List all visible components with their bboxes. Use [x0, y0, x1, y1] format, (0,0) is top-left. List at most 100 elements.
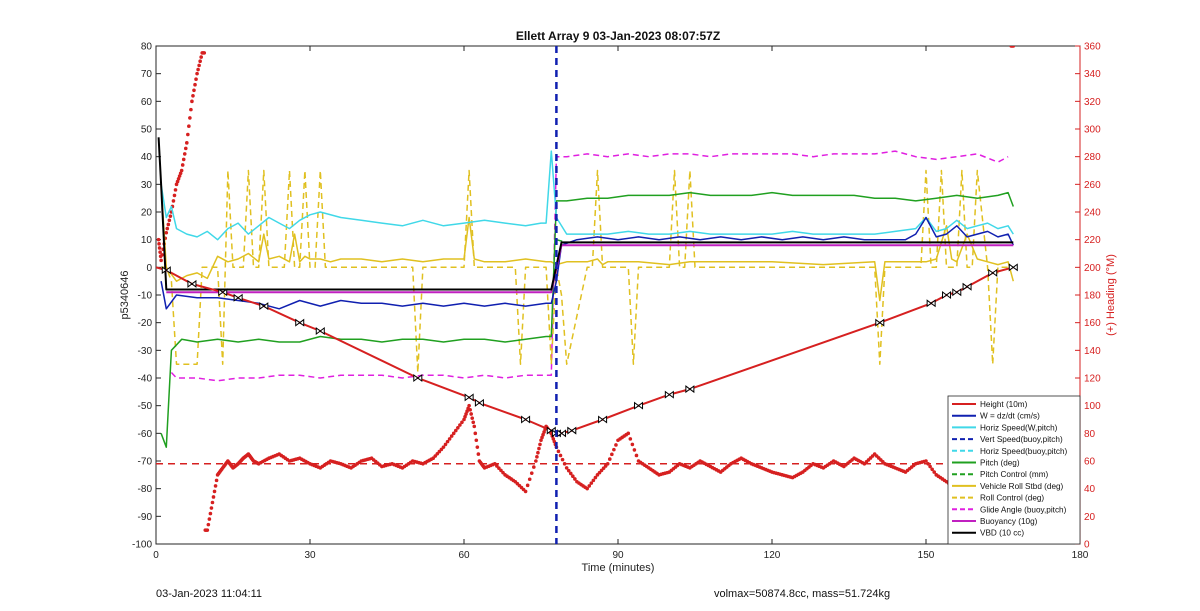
heading-point [471, 420, 476, 425]
height-10m-marker [413, 374, 423, 382]
height-10m-marker [942, 291, 952, 299]
heading-point [610, 452, 614, 457]
heading-point [443, 442, 448, 447]
heading-point [593, 475, 598, 480]
y-tick-label: 60 [141, 97, 153, 108]
height-10m-marker [295, 318, 305, 327]
legend: Height (10m) W = dz/dt (cm/s) Horiz Speed(… [947, 395, 1081, 545]
heading-point [630, 442, 635, 447]
heading-point [470, 416, 475, 420]
heading-point [166, 222, 171, 227]
heading-point [178, 171, 183, 176]
heading-point [193, 82, 197, 87]
heading-point [172, 193, 177, 198]
y2-tick-label: 160 [1084, 318, 1101, 329]
height-10m-marker [259, 302, 269, 311]
heading-point [180, 163, 185, 167]
height-10m-marker [464, 393, 474, 402]
height-10m-marker [218, 288, 228, 297]
heading-point [587, 484, 592, 488]
x-tick-label: 180 [1072, 550, 1089, 561]
heading-point [210, 500, 215, 505]
x-tick-label: 120 [764, 550, 781, 561]
heading-point [207, 517, 212, 521]
vbd-10-cc-line [157, 137, 1014, 291]
heading-point [932, 470, 937, 474]
y2-tick-label: 340 [1084, 69, 1101, 80]
heading-point [527, 477, 532, 482]
heading-point [614, 443, 618, 447]
heading-point [177, 174, 182, 178]
heading-point [194, 77, 198, 81]
heading-point [560, 457, 565, 462]
y2-tick-label: 180 [1084, 291, 1101, 302]
heading-point [441, 445, 446, 449]
y-tick-label: 40 [141, 152, 153, 163]
height-10m-marker [521, 415, 531, 424]
heading-point [176, 177, 181, 181]
y-axis-label: p5340646 [119, 271, 131, 320]
footer-vol-mass: volmax=50874.8cc, mass=51.724kg [714, 588, 891, 600]
heading-point [190, 99, 194, 104]
heading-point [187, 124, 191, 129]
y-tick-label: -90 [138, 512, 153, 523]
legend-box [947, 395, 1081, 545]
height-10m-marker [634, 401, 644, 410]
heading-point [538, 442, 542, 447]
y-tick-label: 30 [141, 180, 153, 191]
legend-label: Vert Speed(buoy,pitch) [980, 435, 1063, 444]
y-tick-label: 0 [146, 263, 152, 274]
heading-point [197, 63, 201, 68]
heading-point [171, 199, 176, 203]
legend-label: Buoyancy (10g) [980, 517, 1038, 526]
heading-point [540, 435, 544, 440]
footer-timestamp: 03-Jan-2023 11:04:11 [156, 588, 263, 600]
y-tick-label: -60 [138, 429, 153, 440]
y2-tick-label: 40 [1084, 484, 1096, 495]
heading-point [198, 59, 202, 64]
y-tick-label: -50 [138, 401, 153, 412]
heading-point [460, 420, 464, 425]
height-10m-marker [567, 426, 577, 435]
height-10m-marker [685, 385, 695, 394]
heading-point [209, 506, 214, 510]
heading-point [476, 452, 481, 456]
heading-point [541, 432, 545, 437]
heading-point [449, 434, 454, 438]
heading-point [469, 412, 473, 416]
heading-point [612, 447, 616, 452]
heading-point [632, 448, 637, 452]
heading-point [196, 67, 200, 72]
heading-point [536, 450, 540, 455]
heading-point [529, 471, 534, 475]
height-10m-marker [875, 318, 885, 327]
y-tick-label: -20 [138, 318, 153, 329]
plot-series-group [156, 46, 1080, 532]
glide-angle-buoy-pitch-line [170, 150, 1009, 382]
height-10m-marker [598, 415, 608, 424]
legend-label: Height (10m) [980, 400, 1028, 409]
heading-point [458, 423, 462, 427]
heading-point [589, 481, 594, 485]
legend-label: Horiz Speed(W,pitch) [980, 423, 1058, 432]
heading-point [463, 414, 467, 419]
heading-point [573, 477, 577, 481]
heading-point [456, 426, 460, 430]
heading-point [206, 522, 211, 527]
heading-point [534, 459, 538, 463]
heading-point [174, 182, 179, 187]
height-10m-marker [926, 299, 936, 308]
heading-point [191, 94, 195, 98]
x-tick-label: 150 [918, 550, 935, 561]
heading-point [447, 437, 452, 441]
y-tick-label: -80 [138, 484, 153, 495]
height-10m-marker [1008, 263, 1018, 272]
height-10m-marker [315, 326, 325, 335]
legend-label: Pitch (deg) [980, 459, 1020, 468]
legend-label: Pitch Control (mm) [980, 470, 1049, 479]
y2-tick-label: 300 [1084, 125, 1101, 136]
legend-label: Horiz Speed(buoy,pitch) [980, 447, 1067, 456]
y-tick-label: 80 [141, 42, 153, 53]
heading-point [525, 483, 530, 488]
heading-point [205, 528, 210, 532]
